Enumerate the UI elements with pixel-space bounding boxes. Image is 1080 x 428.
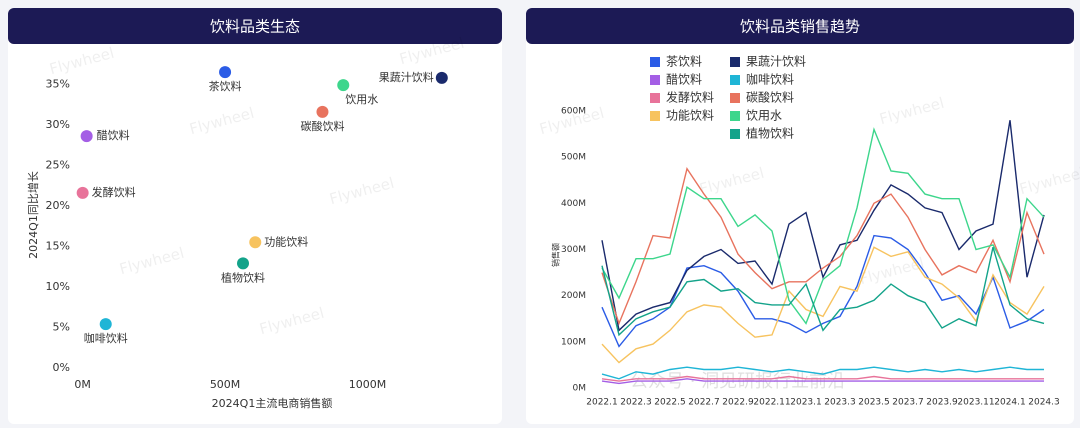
series-line [601, 127, 1045, 325]
point-label: 功能饮料 [264, 234, 308, 248]
series-line [601, 166, 1045, 326]
y-tick-label: 15% [46, 239, 70, 252]
legend-swatch [730, 111, 740, 121]
series-line [601, 120, 1045, 332]
x-tick-label: 2023.9 [926, 398, 958, 408]
point-label: 饮用水 [345, 93, 378, 106]
point-label: 醋饮料 [97, 128, 130, 142]
point [237, 257, 250, 270]
point [435, 71, 448, 84]
x-axis-label: 2024Q1主流电商销售额 [212, 396, 333, 410]
y-tick-label: 5% [53, 320, 70, 333]
x-tick-label: 2023.7 [892, 398, 924, 408]
point-label: 果蔬汁饮料 [379, 70, 434, 84]
left-panel [8, 8, 502, 424]
y-tick-label: 30% [46, 118, 70, 131]
x-tick-label: 1000M [349, 378, 387, 391]
legend-swatch [650, 93, 660, 103]
y-tick-label: 500M [561, 153, 586, 163]
legend-label: 功能饮料 [666, 109, 714, 123]
legend-swatch [730, 57, 740, 67]
x-tick-label: 500M [210, 378, 241, 391]
legend-swatch [730, 129, 740, 139]
series-line [601, 246, 1045, 364]
legend-label: 果蔬汁饮料 [746, 55, 806, 69]
point-label: 茶饮料 [209, 79, 242, 93]
series-line [601, 234, 1045, 348]
point [99, 318, 112, 331]
x-tick-label: 0M [74, 378, 91, 391]
x-tick-label: 2022.9 [722, 398, 754, 408]
x-tick-label: 2023.5 [858, 398, 890, 408]
y-tick-label: 10% [46, 280, 70, 293]
point [219, 66, 232, 79]
x-tick-label: 2022.3 [620, 398, 652, 408]
chart-title: 饮料品类生态 [210, 18, 300, 36]
right-header [526, 8, 1074, 44]
point-label: 植物饮料 [221, 270, 265, 284]
series-line [601, 247, 1045, 337]
x-tick-label: 2023.1 [790, 398, 822, 408]
x-tick-label: 2023.11 [957, 398, 994, 408]
legend-swatch [650, 75, 660, 85]
legend-label: 饮用水 [746, 109, 782, 123]
point-label: 碳酸饮料 [300, 119, 344, 133]
x-tick-label: 2023.3 [824, 398, 856, 408]
legend-swatch [730, 75, 740, 85]
point-label: 发酵饮料 [92, 185, 136, 199]
legend-label: 植物饮料 [746, 126, 794, 141]
legend-label: 茶饮料 [666, 54, 702, 69]
point [76, 186, 89, 199]
y-tick-label: 200M [561, 291, 586, 301]
y-tick-label: 0M [573, 384, 587, 394]
legend-swatch [650, 111, 660, 121]
point [80, 130, 93, 143]
y-axis-label: 2024Q1同比增长 [26, 171, 40, 259]
point [337, 79, 350, 92]
legend-label: 咖啡饮料 [746, 72, 794, 87]
x-tick-label: 2022.7 [688, 398, 720, 408]
point [316, 105, 329, 118]
legend-swatch [650, 57, 660, 67]
x-tick-label: 2024.3 [1028, 398, 1060, 408]
x-tick-label: 2022.1 [586, 398, 618, 408]
x-tick-label: 2022.5 [654, 398, 686, 408]
y-axis-label: 销售额 [551, 243, 561, 267]
series-line [601, 366, 1044, 380]
chart-title: 饮料品类销售趋势 [740, 18, 860, 36]
y-tick-label: 25% [46, 158, 70, 171]
y-tick-label: 600M [561, 107, 586, 117]
point [249, 236, 262, 249]
legend-swatch [730, 93, 740, 103]
y-tick-label: 0% [53, 361, 70, 374]
point-label: 咖啡饮料 [84, 331, 128, 345]
left-header [8, 8, 502, 44]
x-tick-label: 2024.1 [994, 398, 1026, 408]
legend-label: 碳酸饮料 [746, 90, 794, 105]
legend-label: 发酵饮料 [666, 90, 714, 105]
series-line [601, 378, 1044, 385]
y-tick-label: 100M [561, 337, 586, 347]
legend-label: 醋饮料 [666, 72, 702, 87]
x-tick-label: 2022.11 [753, 398, 790, 408]
y-tick-label: 20% [46, 199, 70, 212]
y-tick-label: 35% [46, 77, 70, 90]
y-tick-label: 300M [561, 245, 586, 255]
y-tick-label: 400M [561, 199, 586, 209]
series-line [601, 375, 1044, 382]
